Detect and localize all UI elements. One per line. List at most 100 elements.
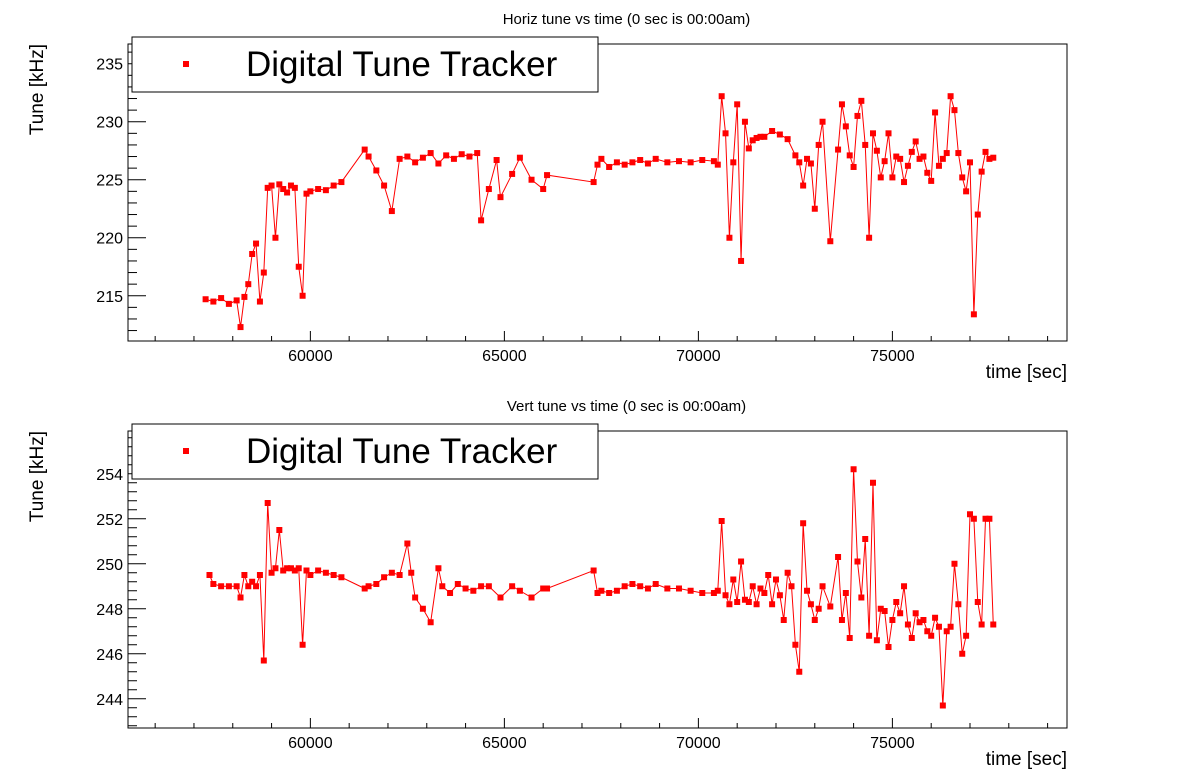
data-point — [637, 157, 644, 164]
data-point — [990, 621, 997, 628]
data-point — [365, 583, 372, 590]
data-point — [776, 131, 783, 138]
data-point — [780, 617, 787, 623]
data-point — [419, 605, 426, 612]
data-point — [710, 158, 717, 165]
data-point — [862, 141, 869, 148]
data-point — [881, 158, 888, 165]
legend-box — [131, 423, 599, 480]
data-point — [901, 179, 908, 186]
data-point — [470, 587, 477, 594]
data-point — [253, 240, 260, 247]
data-point — [419, 154, 426, 161]
data-point — [338, 574, 345, 581]
data-point — [664, 585, 671, 592]
data-point — [540, 585, 547, 592]
data-point — [594, 590, 601, 596]
data-point — [869, 130, 876, 137]
data-point — [237, 594, 244, 601]
data-point — [842, 590, 849, 596]
data-point — [714, 587, 721, 594]
data-point — [307, 572, 314, 578]
data-point — [792, 641, 799, 648]
data-point — [303, 190, 310, 197]
legend-marker — [183, 448, 189, 454]
data-point — [819, 583, 826, 590]
data-point — [361, 146, 368, 153]
data-point — [784, 136, 791, 143]
data-point — [249, 578, 256, 585]
data-point — [516, 154, 523, 161]
data-point — [873, 637, 880, 644]
data-point — [986, 155, 993, 162]
data-point — [749, 137, 756, 144]
data-point — [718, 518, 725, 524]
data-point — [947, 623, 954, 630]
data-point — [846, 152, 853, 159]
data-point — [284, 189, 291, 196]
series-0 — [202, 93, 997, 331]
data-point — [800, 520, 807, 527]
data-point — [621, 161, 628, 168]
data-point — [210, 298, 217, 305]
y-tick-label: 254 — [96, 467, 123, 484]
data-point — [447, 590, 454, 596]
data-point — [726, 601, 733, 608]
data-point — [396, 572, 403, 578]
data-point — [970, 515, 977, 522]
y-axis-label: Tune [kHz] — [27, 431, 48, 522]
data-point — [644, 585, 651, 592]
data-point — [497, 594, 504, 601]
data-point — [974, 599, 981, 605]
data-point — [784, 569, 791, 576]
data-point — [361, 585, 368, 592]
data-point — [260, 657, 267, 664]
data-point — [598, 155, 605, 162]
data-point — [474, 150, 481, 157]
horiz-tune-panel: Horiz tune vs time (0 sec is 00:00am) 600… — [27, 11, 1068, 383]
data-point — [854, 112, 861, 119]
data-point — [974, 211, 981, 218]
data-point — [388, 569, 395, 576]
data-point — [935, 162, 942, 169]
data-point — [272, 234, 279, 241]
data-point — [404, 153, 411, 160]
data-point — [901, 583, 908, 590]
data-point — [769, 128, 776, 135]
data-point — [866, 632, 873, 639]
data-point — [528, 176, 535, 183]
data-point — [835, 146, 842, 153]
data-point — [373, 581, 380, 587]
data-point — [497, 194, 504, 201]
data-point — [485, 186, 492, 193]
data-point — [485, 583, 492, 590]
data-point — [710, 590, 717, 596]
data-point — [218, 295, 225, 302]
data-point — [295, 263, 302, 270]
chart-title: Horiz tune vs time (0 sec is 00:00am) — [503, 11, 751, 28]
data-point — [613, 587, 620, 594]
data-point — [908, 635, 915, 641]
data-point — [741, 118, 748, 125]
data-point — [218, 583, 225, 590]
data-point — [493, 157, 500, 164]
data-point — [920, 153, 927, 160]
data-point — [757, 585, 764, 592]
data-point — [897, 155, 904, 162]
data-point — [827, 603, 834, 610]
data-point — [924, 628, 931, 635]
x-tick-label: 75000 — [870, 348, 915, 365]
data-point — [291, 567, 298, 574]
data-point — [920, 617, 927, 623]
data-point — [893, 153, 900, 160]
data-point — [544, 172, 551, 179]
data-point — [322, 187, 329, 194]
data-point — [978, 621, 985, 628]
data-point — [264, 500, 271, 506]
data-point — [427, 150, 434, 157]
data-point — [687, 159, 694, 166]
data-point — [738, 257, 745, 264]
data-point — [268, 182, 275, 189]
data-point — [287, 565, 294, 572]
data-point — [873, 147, 880, 154]
